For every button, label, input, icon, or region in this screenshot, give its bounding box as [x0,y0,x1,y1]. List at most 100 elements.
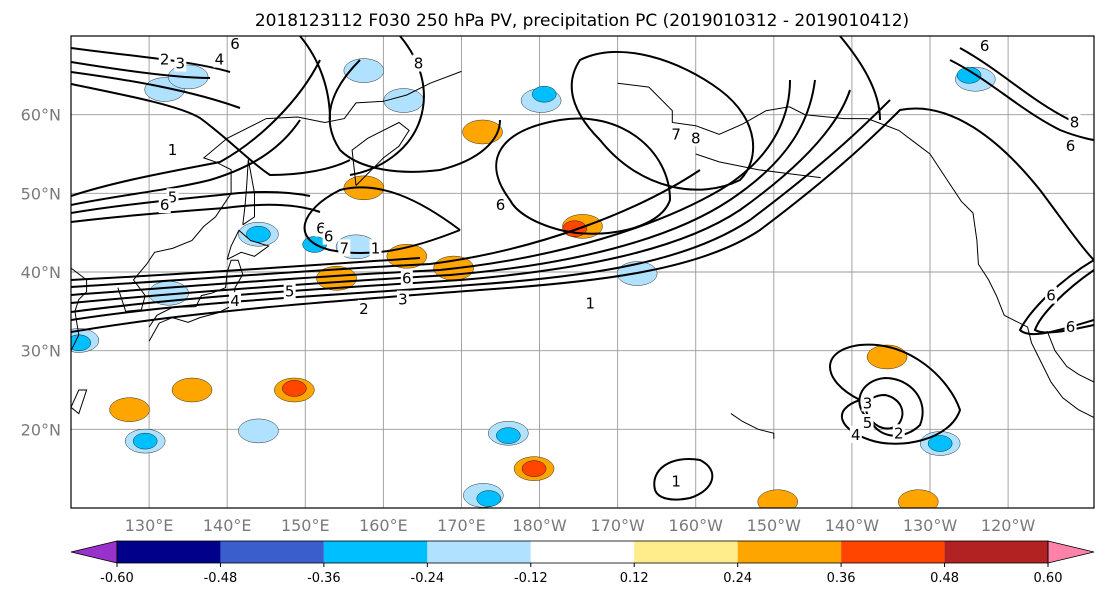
pv-contour-label: 6 [316,220,326,238]
pv-contour-line [71,119,301,206]
pv-contour-label-bg [174,54,187,72]
pv-contour-label-bg [369,239,382,257]
pv-contour-label-bg [158,196,171,214]
pv-contour-label-bg [494,196,507,214]
pv-contour-label: 6 [980,37,990,55]
latitude-tick-label: 50°N [21,184,61,203]
pv-contours [71,36,1094,501]
pv-contour-label-bg [158,50,171,68]
pv-contour-label: 8 [414,55,424,73]
pv-contour-label-bg [228,292,241,310]
longitude-tick-label: 130°E [125,516,174,535]
colorbar-tick-label: -0.36 [307,571,341,586]
longitude-tick-labels: 130°E 140°E 150°E 160°E 170°E 180°W 170°W 160°W… [125,516,1036,535]
map-frame [70,35,1095,509]
pv-contour-label: 2 [894,424,904,442]
pv-contour-label-bg [412,54,425,72]
precip-pc-blob [866,344,908,370]
latitude-tick-labels: 60°N 50°N 40°N 30°N 20°N [21,106,61,440]
pv-contour-line [71,107,1094,333]
chart-title: 2018123112 F030 250 hPa PV, precipitatio… [255,11,909,31]
coastline-segment [351,121,410,186]
longitude-tick-label: 140°W [825,516,880,535]
pv-contour-label: 6 [402,269,412,287]
coastline-segment [148,259,244,342]
longitude-tick-label: 160°E [359,516,408,535]
pv-contour-label-bg [861,394,874,412]
pv-contour-label-bg [978,37,991,55]
pv-contour-label-bg [228,36,241,52]
colorbar-segment [117,541,221,563]
pv-contour-label: 6 [1066,318,1076,336]
pv-contour-line [328,59,501,173]
precip-pc-blob [532,86,557,103]
colorbar-tick-label: -0.48 [204,571,238,586]
pv-contour-label: 6 [1046,287,1056,305]
colorbar-tick-label: -0.12 [514,571,548,586]
pv-contour-label: 4 [230,292,240,310]
colorbar-segment [841,541,945,563]
pv-contour-line [570,51,754,191]
pv-contour-label-bg [400,269,413,287]
longitude-tick-label: 150°E [281,516,330,535]
pv-contour-label: 3 [398,291,408,309]
precip-pc-blob [132,432,158,450]
colorbar-segment [530,541,635,563]
latitude-tick-label: 20°N [21,420,61,439]
pv-contour-line [959,47,1071,121]
longitude-tick-label: 120°W [981,516,1036,535]
pv-contour-label: 6 [496,196,506,214]
longitude-tick-label: 140°E [203,516,252,535]
pv-contour-label: 6 [1066,137,1076,155]
pv-contour-line [303,186,461,255]
pv-contour-line [71,83,351,177]
colorbar-extend-max [1047,540,1095,564]
pv-contour-label: 4 [851,426,861,444]
pv-contour-label-bg [1064,137,1077,155]
colorbar-tick-label: -0.24 [411,571,445,586]
pv-contour-label-bg [670,125,683,143]
precip-pc-blob [343,58,385,83]
precip-pc-blob [521,460,547,477]
colorbar-segment [944,541,1048,563]
colorbar-segment [220,541,324,563]
pv-contour-line [71,71,241,109]
pv-contour-label: 8 [691,129,701,147]
pv-contour-label: 5 [285,283,295,301]
longitude-tick-label: 180°W [512,516,567,535]
lat-lon-gridlines [71,36,1094,508]
colorbar-tick-label: 0.36 [827,571,856,586]
colorbar-tick-label: -0.60 [100,571,134,586]
pv-contour-label: 7 [671,125,681,143]
coastline-segment [117,70,462,312]
pv-contour-label-bg [1045,286,1058,304]
colorbar-tick-label: 0.12 [620,571,649,586]
colorbar-frame [116,540,1049,564]
pv-contour-line [71,169,701,288]
pv-contour-label-bg [892,424,905,442]
pv-contour-label: 4 [215,51,225,69]
pv-contour-label: 8 [1070,114,1080,132]
latitude-tick-label: 30°N [21,342,61,361]
precip-pc-blob [898,489,939,508]
pv-contour-label-bg [849,425,862,443]
pv-contour-label-bg [283,282,296,300]
pv-contour-label: 3 [863,394,873,412]
pv-contour-line [71,99,891,321]
precip-pc-blob [238,418,279,444]
pv-contour-line [71,59,321,197]
precip-pc-blob [109,397,150,422]
coastline-segment [695,153,821,179]
pv-contour-label: 7 [340,239,350,257]
pv-contour-line [839,36,881,121]
pv-contour-label-bg [689,129,702,147]
pv-contour-label: 5 [863,414,873,432]
longitude-tick-label: 130°W [903,516,958,535]
longitude-tick-label: 170°E [437,516,486,535]
precip-pc-blob [476,490,501,507]
precip-pc-blob [383,88,424,113]
precip-pc-blob [496,427,521,444]
